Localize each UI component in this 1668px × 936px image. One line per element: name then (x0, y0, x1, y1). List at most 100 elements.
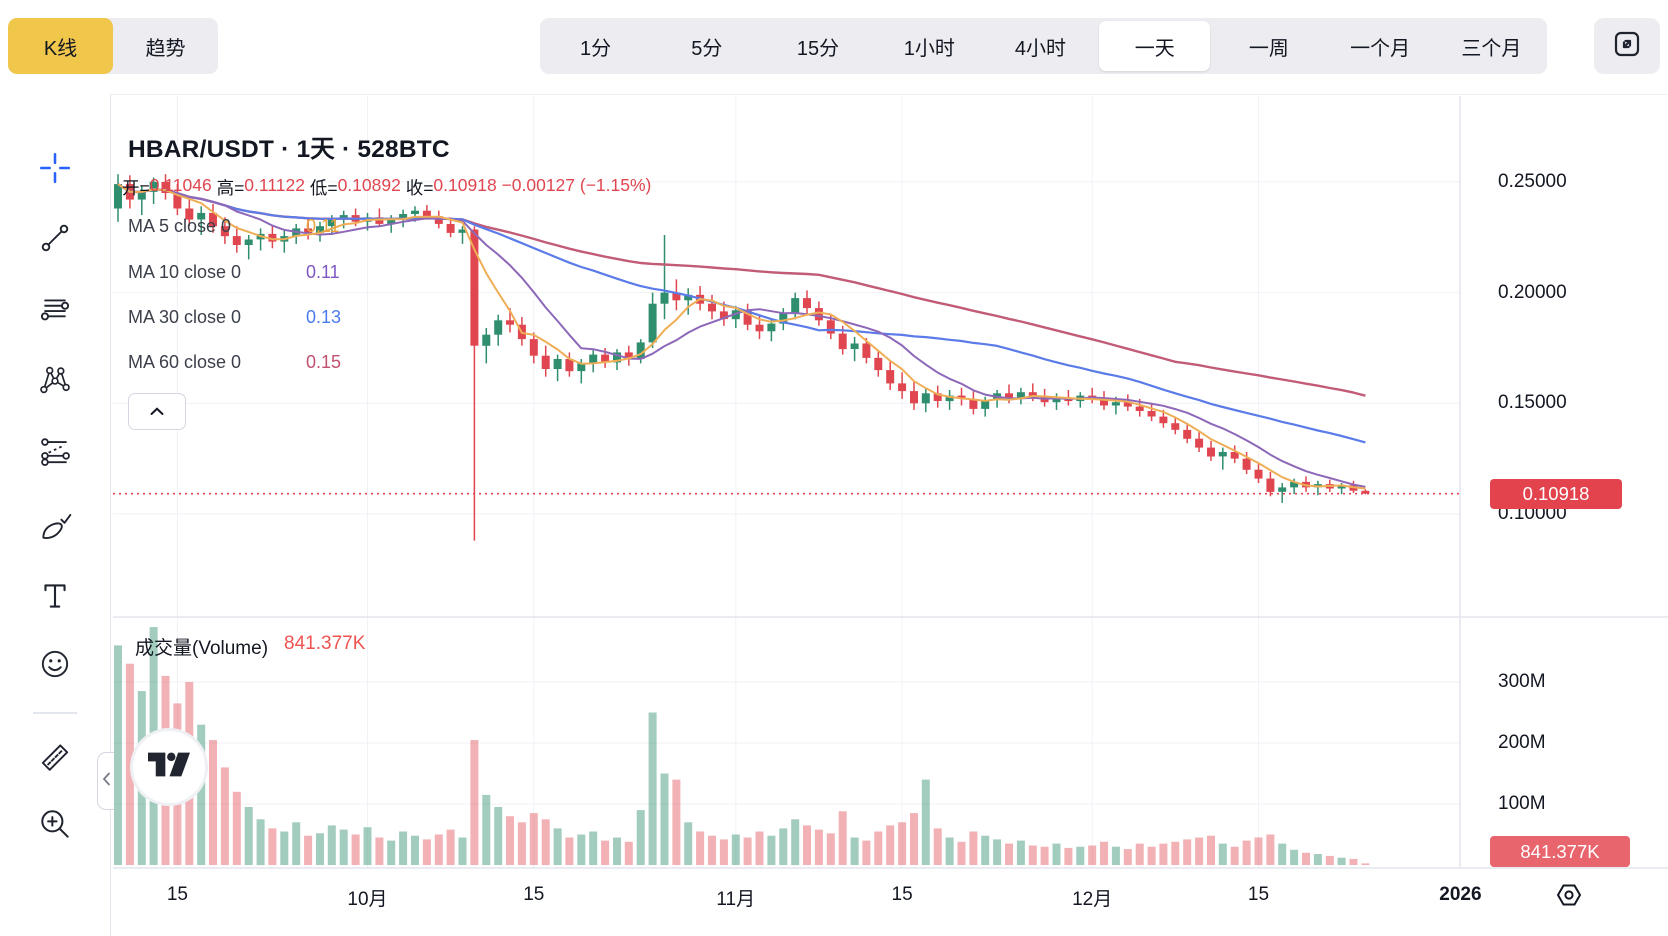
volume-bar (339, 829, 348, 865)
candle-body (422, 210, 431, 217)
toolbar-collapse-tab[interactable] (97, 752, 114, 810)
timeframe-tab-1小时[interactable]: 1小时 (903, 37, 955, 60)
timeframe-tab-4小时[interactable]: 4小时 (1014, 37, 1067, 60)
tool-crosshair[interactable] (33, 148, 77, 192)
ma-legend-row-2: MA 10 close 0 0.11 (128, 262, 340, 283)
volume-bar (292, 822, 301, 865)
volume-bar (684, 822, 693, 865)
chart-type-tab-趋势[interactable]: 趋势 (145, 37, 186, 60)
price-tick-0.20000: 0.20000 (1498, 281, 1567, 303)
candle-body (232, 236, 241, 245)
chevron-left-icon (102, 772, 111, 791)
volume-bar (1266, 834, 1275, 865)
volume-bar (1076, 846, 1085, 865)
tool-horizontal-lines[interactable] (33, 290, 77, 334)
volume-bar (719, 839, 728, 865)
tool-xabcd-pattern[interactable] (33, 360, 77, 404)
candle-body (601, 354, 610, 363)
toolbar-divider (33, 712, 77, 714)
ohlc-key-2: 低= (304, 178, 338, 198)
volume-bar (1278, 843, 1287, 865)
candle-body (589, 354, 598, 364)
time-tick-15: 15 (1247, 884, 1270, 905)
candle-body (779, 312, 788, 324)
volume-bar (933, 828, 942, 865)
text-icon (37, 578, 73, 619)
volume-bar (506, 816, 514, 865)
tool-parallel-channel[interactable] (33, 430, 77, 474)
volume-bar (1100, 841, 1108, 865)
candle-body (1100, 398, 1108, 406)
brush-icon (37, 508, 73, 549)
candle-body (1123, 402, 1132, 407)
candle-body (1230, 452, 1239, 459)
ma-line-ma30 (117, 183, 1366, 444)
timeframe-tab-一周[interactable]: 一周 (1248, 37, 1289, 60)
current-price-badge: 0.10918 (1490, 479, 1622, 509)
volume-bar (945, 837, 954, 865)
ma-legend-row-3: MA 30 close 0 0.13 (128, 307, 341, 328)
tool-trend-line[interactable] (33, 218, 77, 262)
volume-bar (577, 834, 586, 865)
candle-body (767, 323, 776, 332)
axis-settings-button[interactable] (1552, 880, 1586, 914)
volume-bar (1147, 846, 1156, 865)
legend-collapse-button[interactable] (128, 393, 186, 430)
volume-bar (399, 831, 408, 865)
timeframe-tab-5分[interactable]: 5分 (691, 37, 723, 60)
tool-emoji[interactable] (33, 644, 77, 688)
candle-body (1005, 393, 1013, 398)
volume-bar (244, 807, 253, 865)
candle-body (137, 191, 146, 200)
volume-bar (494, 807, 503, 865)
ohlc-change: −0.00127 (−1.15%) (496, 175, 652, 195)
candle-body (244, 239, 253, 245)
candle-body (482, 334, 491, 346)
candle-body (268, 233, 277, 242)
volume-bar (731, 834, 740, 865)
volume-bar (1349, 858, 1358, 865)
fullscreen-button[interactable] (1594, 18, 1660, 74)
volume-bar (779, 828, 788, 865)
candle-body (921, 393, 930, 404)
crosshair-icon (37, 150, 73, 191)
volume-bar (1337, 857, 1346, 865)
volume-bar (1159, 843, 1168, 865)
tool-brush[interactable] (33, 506, 77, 550)
volume-bar (197, 724, 206, 865)
volume-bar (114, 645, 122, 865)
candle-body (1159, 416, 1168, 424)
tool-zoom-in[interactable] (33, 804, 77, 848)
volume-bar (921, 779, 930, 865)
candle-body (636, 342, 645, 359)
volume-bar (708, 835, 716, 865)
timeframe-tab-三个月[interactable]: 三个月 (1461, 37, 1522, 60)
volume-bar (1242, 840, 1251, 865)
volume-bar (826, 833, 835, 865)
candle-body (684, 294, 693, 301)
volume-bar (613, 837, 621, 865)
volume-bar (1325, 855, 1334, 865)
candle-body (577, 363, 586, 372)
ohlc-key-0: 开= (122, 178, 150, 198)
price-tick-0.15000: 0.15000 (1498, 392, 1567, 414)
timeframe-tab-15分[interactable]: 15分 (796, 37, 840, 60)
volume-bar (696, 831, 705, 865)
candle-body (1052, 397, 1061, 403)
volume-bar (957, 841, 966, 865)
timeframe-tab-一个月[interactable]: 一个月 (1350, 37, 1411, 60)
timeframe-tab-一天[interactable]: 一天 (1099, 21, 1211, 71)
tradingview-watermark[interactable] (130, 728, 208, 806)
candle-body (1147, 411, 1156, 417)
chart-type-tab-K线[interactable]: K线 (8, 18, 113, 74)
time-tick-15: 15 (523, 884, 545, 905)
candle-body (1278, 487, 1287, 492)
timeframe-tab-1分[interactable]: 1分 (580, 37, 612, 60)
volume-bar (268, 828, 277, 865)
tool-ruler[interactable] (33, 736, 77, 780)
tool-text[interactable] (33, 576, 77, 620)
ma-legend-label: MA 60 close 0 (128, 352, 242, 372)
candle-body (375, 217, 384, 224)
